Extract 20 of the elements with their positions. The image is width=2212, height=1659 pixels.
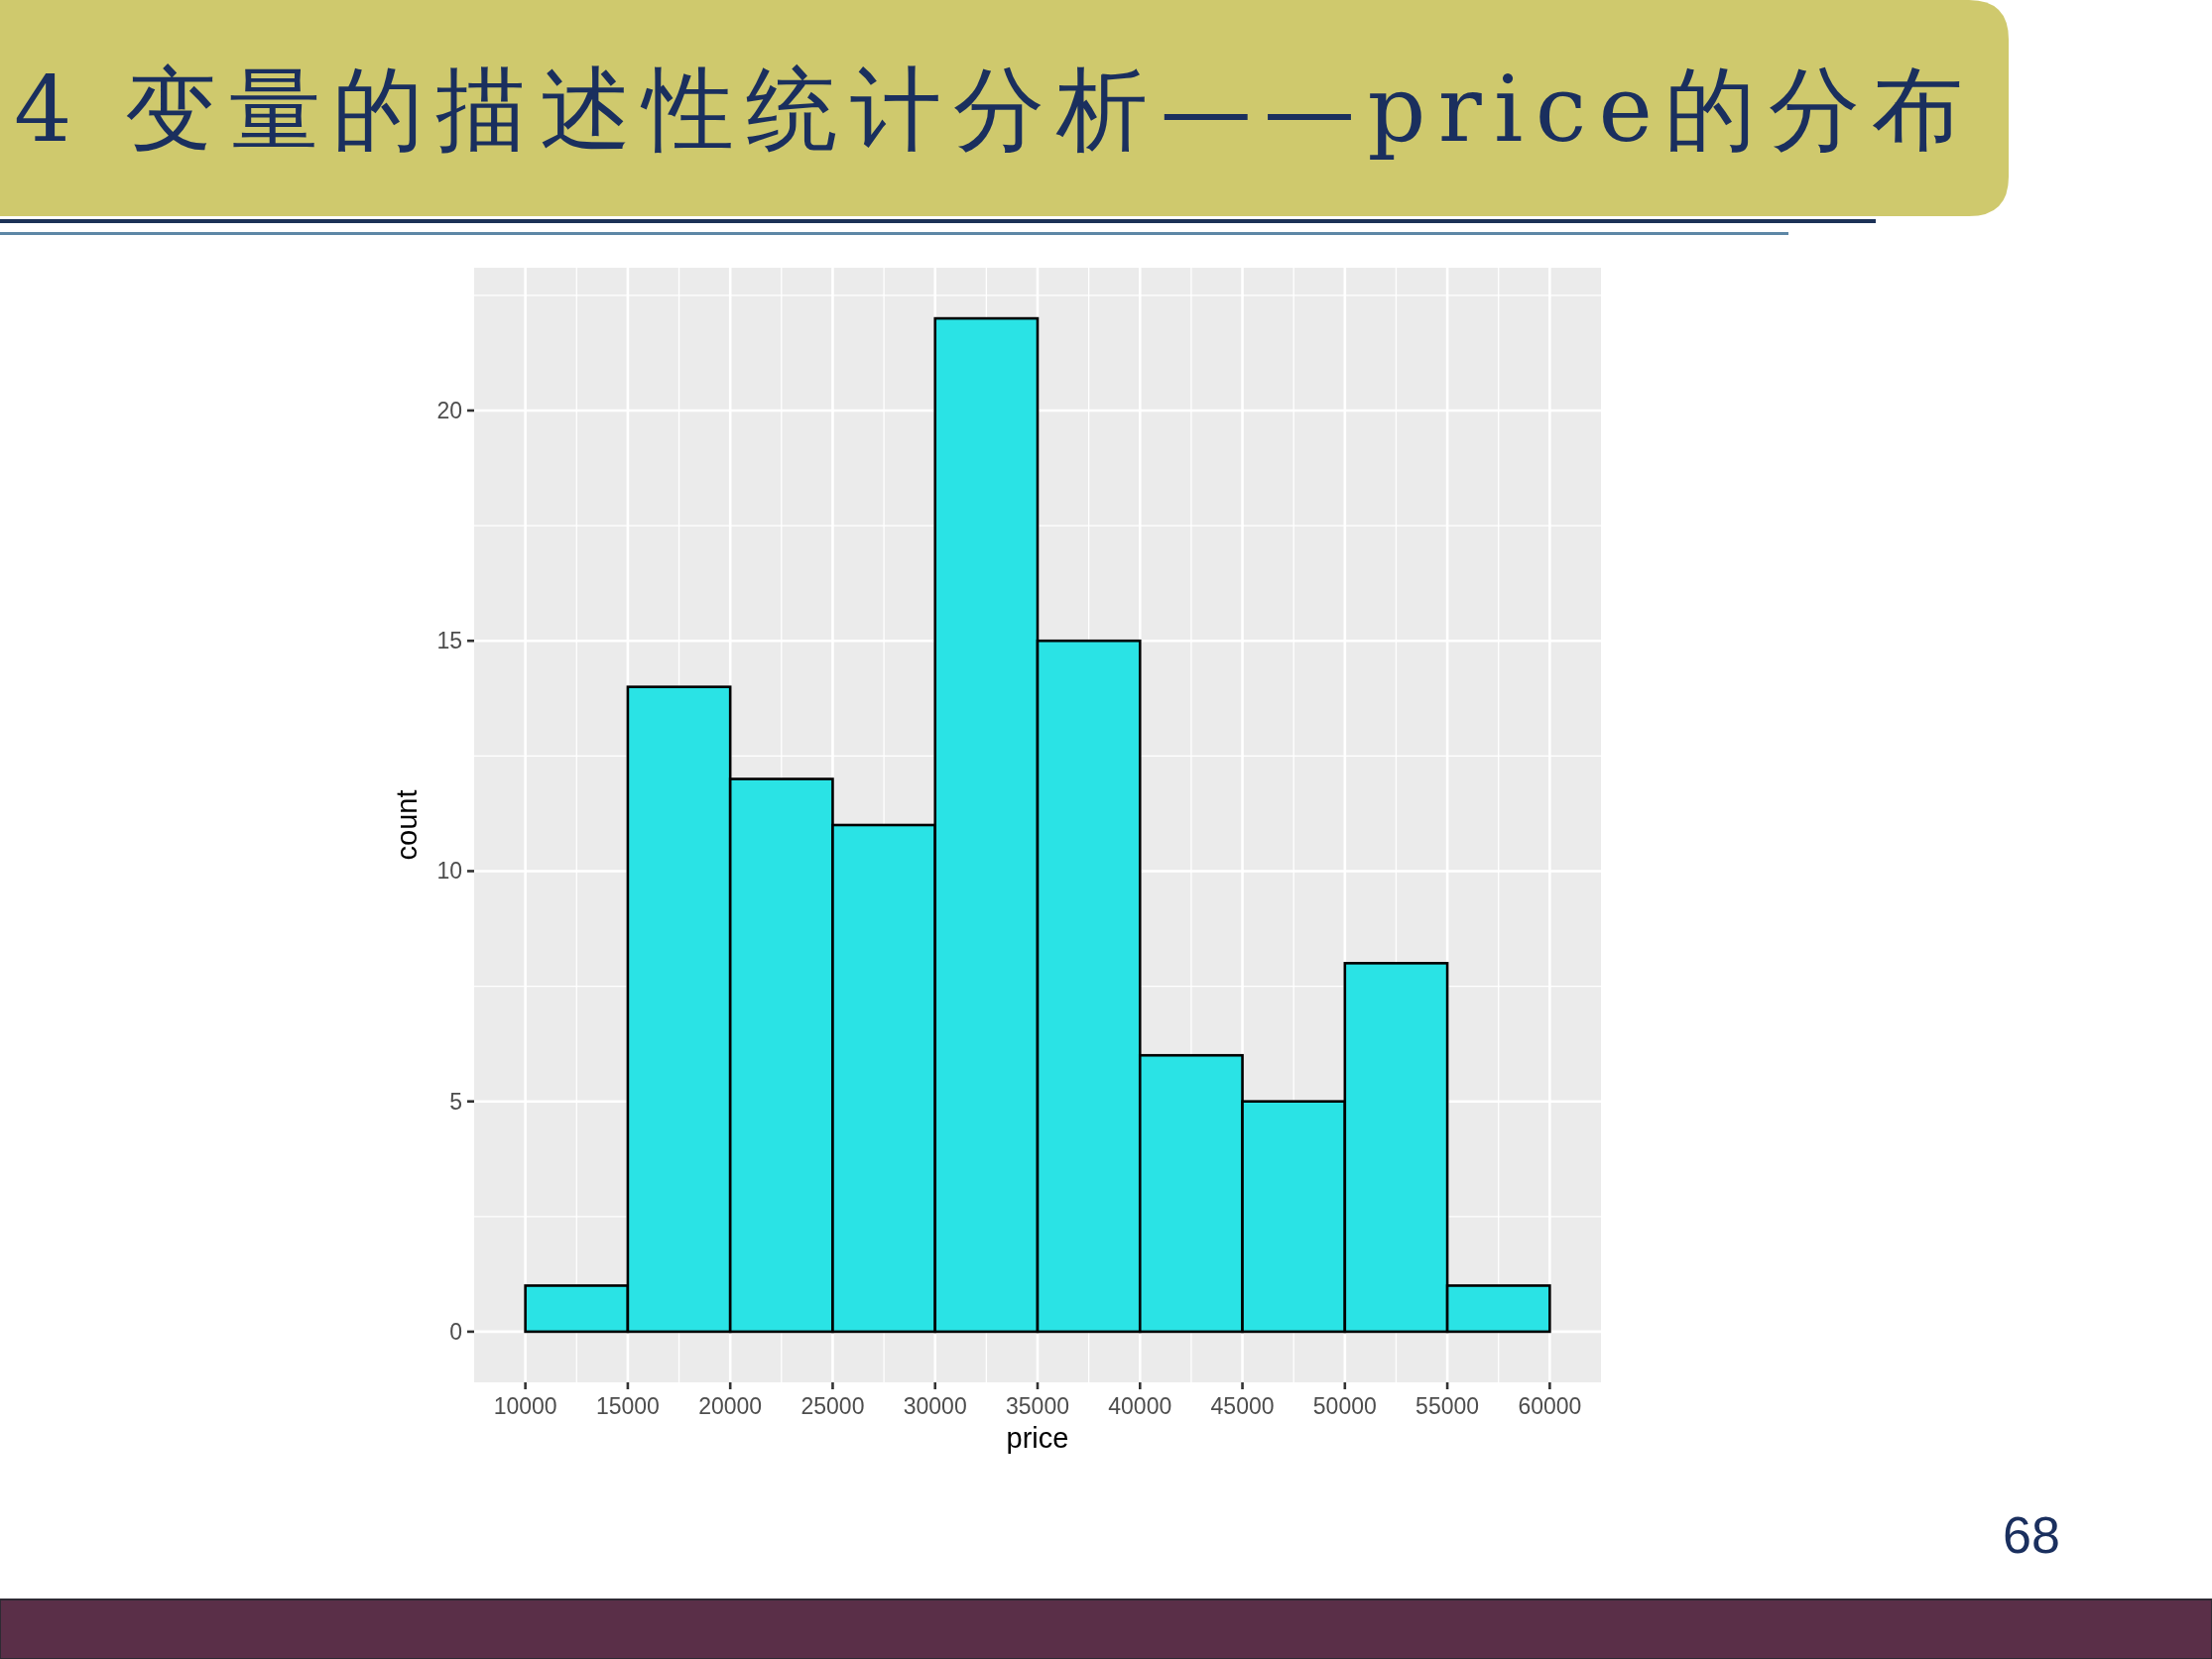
x-tick-label: 30000: [903, 1393, 967, 1419]
x-tick-label: 55000: [1415, 1393, 1480, 1419]
y-tick-label: 20: [436, 397, 462, 423]
x-tick-label: 45000: [1210, 1393, 1275, 1419]
x-tick-label: 15000: [595, 1393, 660, 1419]
y-tick-label: 0: [449, 1318, 462, 1345]
text: 68: [2003, 1506, 2060, 1564]
chart-title: 4 变量的描述性统计分析——price的分布: [14, 57, 1963, 163]
x-tick-label: 25000: [800, 1393, 865, 1419]
x-tick-label: 10000: [493, 1393, 557, 1419]
y-tick-label: 15: [436, 628, 462, 654]
x-tick-label: 40000: [1108, 1393, 1172, 1419]
y-axis-title: count: [391, 789, 423, 861]
x-axis-title: price: [1006, 1422, 1069, 1454]
x-tick-label: 20000: [698, 1393, 763, 1419]
y-tick-label: 5: [449, 1088, 462, 1115]
y-tick-label: 10: [436, 858, 462, 885]
x-tick-label: 50000: [1312, 1393, 1377, 1419]
x-tick-label: 35000: [1006, 1393, 1069, 1419]
x-tick-label: 60000: [1518, 1393, 1582, 1419]
